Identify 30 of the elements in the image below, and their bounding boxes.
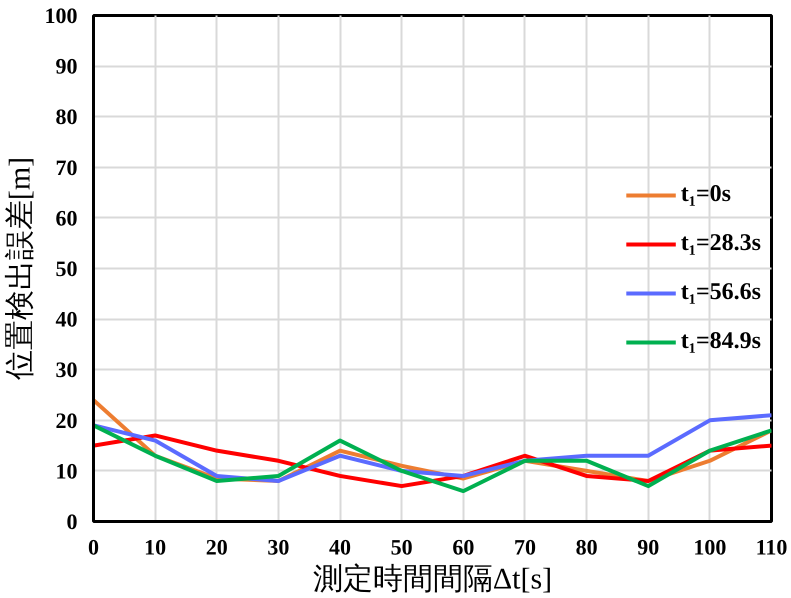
x-tick-label: 10 (144, 534, 166, 560)
y-tick-label: 80 (56, 104, 78, 130)
legend-label: t₁=28.3s (680, 230, 761, 257)
y-tick-label: 70 (56, 154, 78, 180)
x-tick-label: 70 (514, 534, 536, 560)
y-tick-label: 90 (56, 54, 78, 79)
x-tick-label: 30 (267, 534, 290, 560)
y-tick-label: 0 (66, 509, 78, 534)
y-tick-label: 30 (56, 357, 78, 382)
y-tick-label: 40 (56, 306, 78, 332)
x-tick-label: 80 (576, 534, 598, 560)
y-tick-label: 20 (56, 408, 78, 433)
y-tick-label: 60 (56, 205, 78, 230)
legend-label: t₁=0s (680, 181, 731, 208)
y-axis-title: 位置検出誤差[m] (4, 156, 36, 380)
x-tick-label: 90 (637, 534, 660, 560)
x-tick-label: 50 (390, 534, 413, 560)
legend-label: t₁=84.9s (680, 328, 761, 355)
x-tick-label: 20 (206, 534, 228, 560)
x-tick-label: 60 (452, 534, 474, 560)
y-tick-label: 100 (44, 3, 78, 28)
legend-label: t₁=56.6s (680, 279, 761, 306)
x-tick-label: 0 (88, 534, 99, 560)
y-tick-label: 10 (56, 458, 78, 484)
x-tick-label: 40 (329, 534, 352, 560)
x-tick-label: 100 (693, 534, 726, 560)
x-axis-title: 測定時間間隔Δt[s] (312, 562, 552, 596)
y-tick-label: 50 (56, 256, 78, 281)
line-series (94, 423, 772, 494)
x-tick-label: 110 (756, 534, 788, 560)
